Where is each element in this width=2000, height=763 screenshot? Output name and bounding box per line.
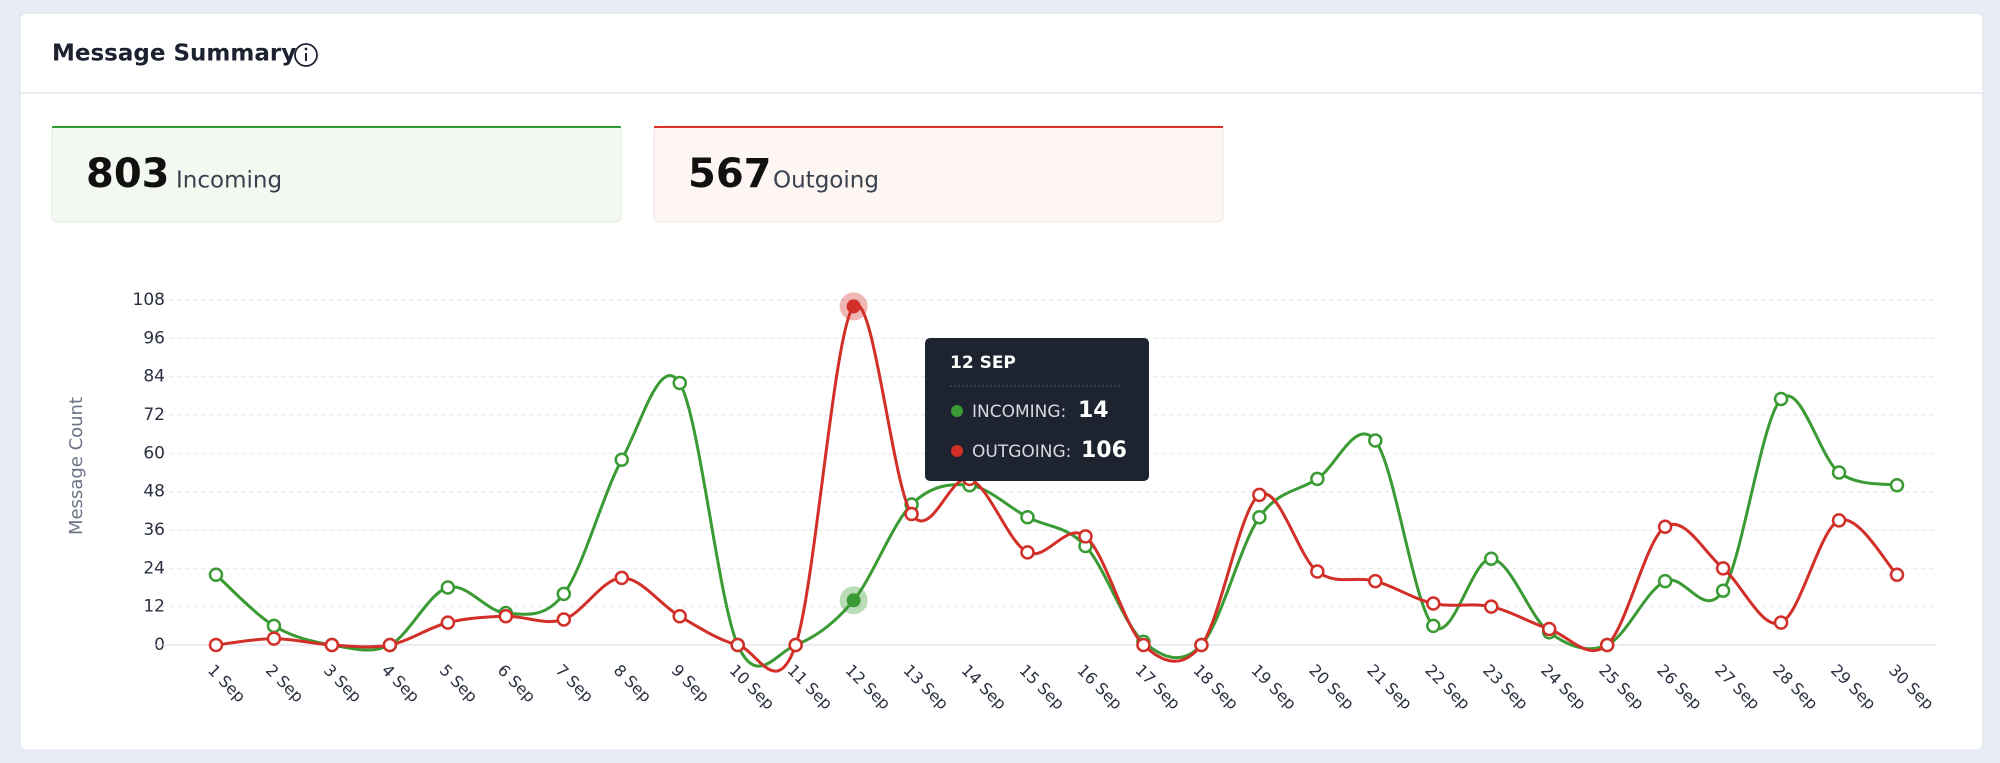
panel-title: Message Summary — [52, 41, 296, 67]
y-tick-label: 48 — [143, 482, 165, 502]
y-tick-label: 12 — [143, 597, 165, 617]
point — [672, 609, 687, 624]
point — [672, 375, 687, 391]
card-label: Outgoing — [773, 168, 879, 194]
point — [614, 452, 630, 467]
point — [266, 631, 282, 646]
point — [1599, 637, 1615, 653]
point — [1078, 529, 1093, 544]
point — [1483, 599, 1499, 614]
point — [1831, 513, 1847, 528]
point — [1136, 637, 1151, 653]
point — [1368, 573, 1383, 589]
point — [614, 570, 630, 586]
point — [1657, 573, 1673, 589]
point — [556, 586, 572, 602]
point — [1310, 471, 1325, 487]
point — [1541, 621, 1557, 637]
y-tick-label: 72 — [143, 405, 165, 425]
point — [440, 580, 456, 595]
tooltip-value: 14 — [1078, 398, 1109, 423]
active-point — [846, 593, 861, 608]
tooltip-label: OUTGOING: — [972, 442, 1071, 462]
info-icon[interactable] — [294, 43, 318, 67]
point — [904, 506, 919, 522]
point — [1426, 596, 1441, 611]
y-tick-label: 96 — [143, 328, 165, 348]
point — [1020, 545, 1035, 560]
point — [266, 618, 282, 634]
point — [1715, 583, 1731, 598]
y-tick-label: 60 — [143, 443, 165, 463]
point — [440, 615, 456, 630]
point — [1831, 465, 1847, 480]
tooltip-value: 106 — [1081, 438, 1127, 463]
point — [1773, 615, 1789, 630]
point — [1657, 519, 1673, 535]
point — [1773, 391, 1789, 407]
point — [1889, 567, 1905, 582]
outgoing-card: 567 Outgoing — [653, 125, 1224, 223]
point — [324, 637, 340, 653]
point — [1483, 551, 1499, 566]
point — [1426, 618, 1441, 634]
y-tick-label: 24 — [143, 558, 165, 578]
point — [1368, 433, 1383, 448]
point — [788, 637, 803, 653]
point — [1310, 564, 1325, 579]
point — [556, 612, 572, 627]
y-tick-label: 108 — [133, 290, 165, 310]
point — [1020, 509, 1035, 525]
point — [1889, 478, 1905, 493]
point — [1252, 487, 1267, 503]
y-tick-label: 84 — [143, 367, 165, 387]
card-label: Incoming — [176, 168, 282, 194]
point — [1252, 509, 1267, 525]
point — [382, 637, 398, 653]
tooltip-label: INCOMING: — [972, 402, 1066, 422]
tooltip-title: 12 SEP — [950, 353, 1016, 373]
card-total: 567 — [688, 151, 772, 197]
point — [1715, 561, 1731, 576]
point — [498, 609, 514, 624]
active-point — [846, 299, 861, 314]
point — [730, 637, 745, 653]
point — [208, 567, 224, 582]
y-axis-label: Message Count — [66, 397, 87, 535]
incoming-card: 803 Incoming — [51, 125, 622, 223]
point — [208, 637, 224, 653]
tooltip: 12 SEP INCOMING: 14 OUTGOING: 106 — [925, 338, 1149, 481]
y-tick-label: 36 — [143, 520, 165, 540]
card-total: 803 — [86, 151, 170, 197]
point — [1194, 637, 1209, 653]
